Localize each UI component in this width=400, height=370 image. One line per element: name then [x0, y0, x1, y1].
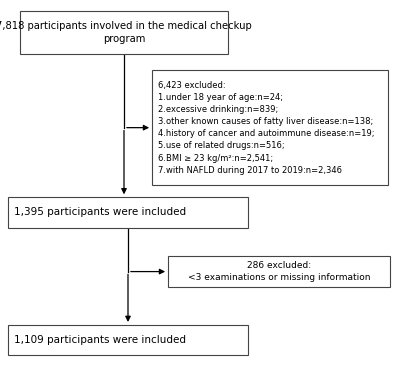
- Text: 6,423 excluded:
1.under 18 year of age:n=24;
2.excessive drinking:n=839;
3.other: 6,423 excluded: 1.under 18 year of age:n…: [158, 81, 374, 175]
- Text: 286 excluded:
<3 examinations or missing information: 286 excluded: <3 examinations or missing…: [188, 261, 370, 282]
- FancyBboxPatch shape: [152, 70, 388, 185]
- FancyBboxPatch shape: [20, 11, 228, 54]
- Text: 7,818 participants involved in the medical checkup
program: 7,818 participants involved in the medic…: [0, 21, 252, 44]
- FancyBboxPatch shape: [8, 325, 248, 355]
- FancyBboxPatch shape: [168, 256, 390, 287]
- FancyBboxPatch shape: [8, 197, 248, 228]
- Text: 1,109 participants were included: 1,109 participants were included: [14, 335, 186, 345]
- Text: 1,395 participants were included: 1,395 participants were included: [14, 207, 186, 218]
